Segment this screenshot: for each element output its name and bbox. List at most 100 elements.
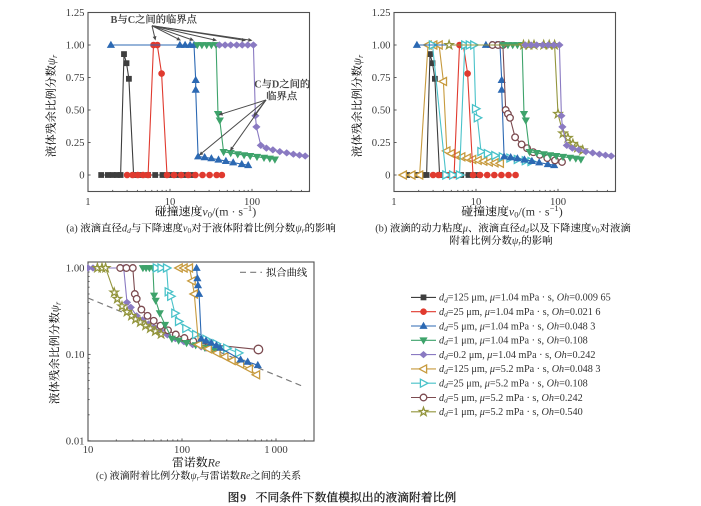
svg-text:μ: μ xyxy=(484,379,490,390)
svg-text:ψ: ψ xyxy=(295,224,302,235)
svg-text:d: d xyxy=(444,410,448,419)
svg-text:=1.04 mPa · s,: =1.04 mPa · s, xyxy=(485,321,544,332)
svg-text:d: d xyxy=(444,295,448,304)
svg-text:1: 1 xyxy=(391,196,396,208)
svg-text:Oh: Oh xyxy=(552,364,564,375)
svg-text:=1.04 mPa · s,: =1.04 mPa · s, xyxy=(490,307,549,318)
svg-text:0.75: 0.75 xyxy=(66,72,85,84)
svg-text:d: d xyxy=(444,367,448,376)
svg-text:d: d xyxy=(439,407,445,418)
svg-text:Re: Re xyxy=(239,471,251,482)
svg-text:d: d xyxy=(439,393,445,404)
svg-text:−1: −1 xyxy=(550,203,559,213)
svg-text:μ: μ xyxy=(479,336,485,347)
svg-text:100: 100 xyxy=(174,444,190,456)
svg-text:μ: μ xyxy=(462,224,468,235)
svg-text:d: d xyxy=(444,395,448,404)
svg-text:=0.108: =0.108 xyxy=(559,336,588,347)
svg-text:/(m · s: /(m · s xyxy=(519,205,550,219)
svg-text:=0.540: =0.540 xyxy=(554,407,583,418)
svg-text:r: r xyxy=(302,226,305,235)
svg-text:1.25: 1.25 xyxy=(372,7,391,19)
svg-text:B: B xyxy=(111,15,118,26)
svg-text:ψ: ψ xyxy=(190,471,197,482)
svg-text:d: d xyxy=(444,310,448,319)
svg-text:1: 1 xyxy=(85,196,90,208)
svg-text:=125 μm,: =125 μm, xyxy=(448,293,488,304)
svg-text:=0.048 3: =0.048 3 xyxy=(564,364,600,375)
svg-text:μ: μ xyxy=(489,364,495,375)
svg-text:): ) xyxy=(559,205,563,219)
svg-text:μ: μ xyxy=(479,393,485,404)
svg-text:=0.009 65: =0.009 65 xyxy=(569,293,610,304)
svg-text:Oh: Oh xyxy=(552,307,564,318)
svg-text:(b): (b) xyxy=(375,224,387,235)
svg-text:Oh: Oh xyxy=(547,379,559,390)
svg-text:0: 0 xyxy=(188,226,192,235)
svg-text:0.50: 0.50 xyxy=(372,105,391,117)
svg-text:=0.2 μm,: =0.2 μm, xyxy=(448,350,485,361)
svg-text:100: 100 xyxy=(550,196,566,208)
svg-text:ψ: ψ xyxy=(352,57,364,65)
svg-text:d: d xyxy=(127,226,131,235)
svg-text:d: d xyxy=(439,321,445,332)
svg-text:d: d xyxy=(439,379,445,390)
svg-text:=1.04 mPa · s,: =1.04 mPa · s, xyxy=(492,350,551,361)
svg-text:d: d xyxy=(444,381,448,390)
svg-text:Oh: Oh xyxy=(547,336,559,347)
svg-text:10: 10 xyxy=(83,444,94,456)
svg-text:v: v xyxy=(202,205,208,219)
svg-text:Oh: Oh xyxy=(542,393,554,404)
svg-text:ψ: ψ xyxy=(50,304,62,312)
svg-text:Oh: Oh xyxy=(554,350,566,361)
svg-text:r: r xyxy=(53,301,62,305)
svg-text:v: v xyxy=(591,224,596,235)
svg-text:=5.2 mPa · s,: =5.2 mPa · s, xyxy=(495,364,549,375)
svg-text:=5 μm,: =5 μm, xyxy=(448,321,477,332)
svg-text:10: 10 xyxy=(165,196,176,208)
svg-text:=5 μm,: =5 μm, xyxy=(448,393,477,404)
svg-text:d: d xyxy=(444,338,448,347)
svg-text:1 000: 1 000 xyxy=(264,444,288,456)
svg-text:/(m · s: /(m · s xyxy=(212,205,243,219)
svg-text:v: v xyxy=(183,224,188,235)
svg-text:=0.048 3: =0.048 3 xyxy=(559,321,595,332)
svg-text:0.75: 0.75 xyxy=(372,72,391,84)
svg-text:=125 μm,: =125 μm, xyxy=(448,364,488,375)
svg-text:1.00: 1.00 xyxy=(66,40,85,52)
svg-text:=25 μm,: =25 μm, xyxy=(448,307,482,318)
svg-text:1.00: 1.00 xyxy=(372,40,391,52)
svg-text:=1.04 mPa · s,: =1.04 mPa · s, xyxy=(495,293,554,304)
svg-text:0: 0 xyxy=(385,170,390,182)
svg-text:1.00: 1.00 xyxy=(66,263,85,275)
svg-text:0: 0 xyxy=(514,209,518,219)
svg-text:d: d xyxy=(439,336,445,347)
svg-text:d: d xyxy=(444,324,448,333)
svg-text:d: d xyxy=(439,307,445,318)
svg-text:d: d xyxy=(122,224,128,235)
svg-text:0.25: 0.25 xyxy=(372,137,391,149)
svg-text:Oh: Oh xyxy=(557,293,569,304)
svg-text:10: 10 xyxy=(471,196,482,208)
svg-text:(a): (a) xyxy=(66,224,78,235)
svg-text:r: r xyxy=(197,475,200,483)
svg-text:100: 100 xyxy=(244,196,260,208)
svg-text:=0.021 6: =0.021 6 xyxy=(564,307,600,318)
svg-text:r: r xyxy=(356,54,365,58)
svg-text:μ: μ xyxy=(484,307,490,318)
svg-text:Oh: Oh xyxy=(542,407,554,418)
svg-text:=5.2 mPa · s,: =5.2 mPa · s, xyxy=(490,379,544,390)
svg-text:9: 9 xyxy=(240,491,246,505)
svg-text:0.50: 0.50 xyxy=(66,105,85,117)
svg-text:μ: μ xyxy=(479,407,485,418)
svg-text:d: d xyxy=(439,364,445,375)
svg-text:=1 μm,: =1 μm, xyxy=(448,336,477,347)
svg-text:=0.108: =0.108 xyxy=(559,379,588,390)
svg-text:ψ: ψ xyxy=(512,236,519,247)
svg-text:r: r xyxy=(50,54,59,58)
svg-text:(c): (c) xyxy=(96,471,107,482)
svg-text:D: D xyxy=(272,80,279,91)
svg-text:0: 0 xyxy=(596,226,600,235)
svg-text:d: d xyxy=(444,353,448,362)
svg-text:d: d xyxy=(520,224,526,235)
